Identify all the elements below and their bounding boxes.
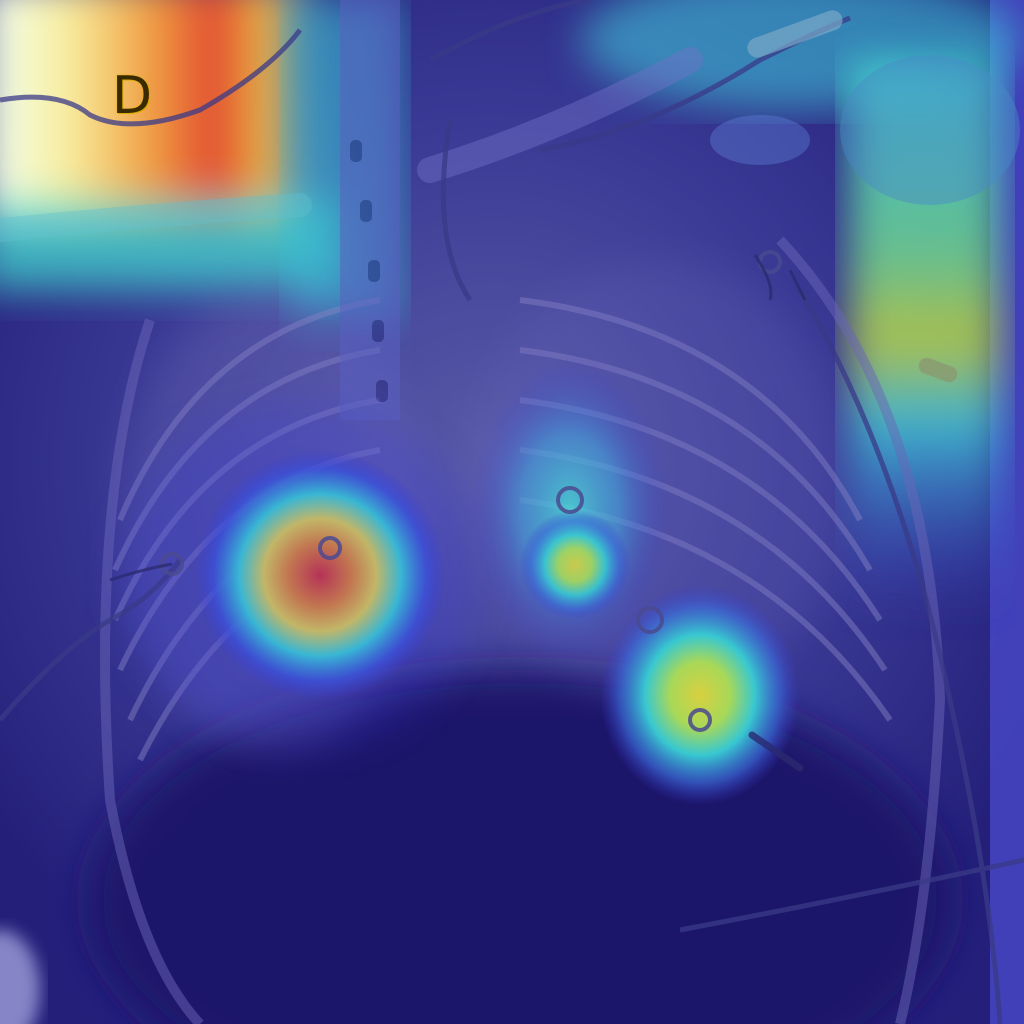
heat-spot-lower bbox=[600, 585, 800, 805]
laterality-marker: D bbox=[112, 66, 153, 126]
ecg-electrode bbox=[318, 536, 342, 560]
chest-contour-left bbox=[100, 318, 204, 1024]
trachea-vertebrae bbox=[340, 0, 400, 420]
heat-top-left bbox=[0, 0, 340, 290]
ecg-electrode bbox=[160, 552, 184, 576]
wire-fragment bbox=[748, 731, 804, 772]
heat-halo bbox=[120, 405, 480, 745]
clavicle-left bbox=[417, 47, 703, 183]
ecg-electrode bbox=[556, 486, 584, 514]
tube-connector bbox=[747, 10, 843, 58]
ecg-electrode bbox=[636, 606, 664, 634]
heat-spot-mid-core bbox=[520, 510, 630, 620]
clavicle-right bbox=[0, 193, 312, 242]
clip-device bbox=[918, 357, 958, 383]
ecg-lead-wires bbox=[109, 254, 807, 582]
chest-contour-right bbox=[776, 236, 946, 1024]
edge-glare bbox=[0, 930, 40, 1024]
ecg-electrodes bbox=[160, 250, 782, 732]
scapula-process bbox=[710, 115, 810, 165]
ecg-electrode bbox=[688, 708, 712, 732]
shoulder-joint bbox=[840, 55, 1020, 205]
